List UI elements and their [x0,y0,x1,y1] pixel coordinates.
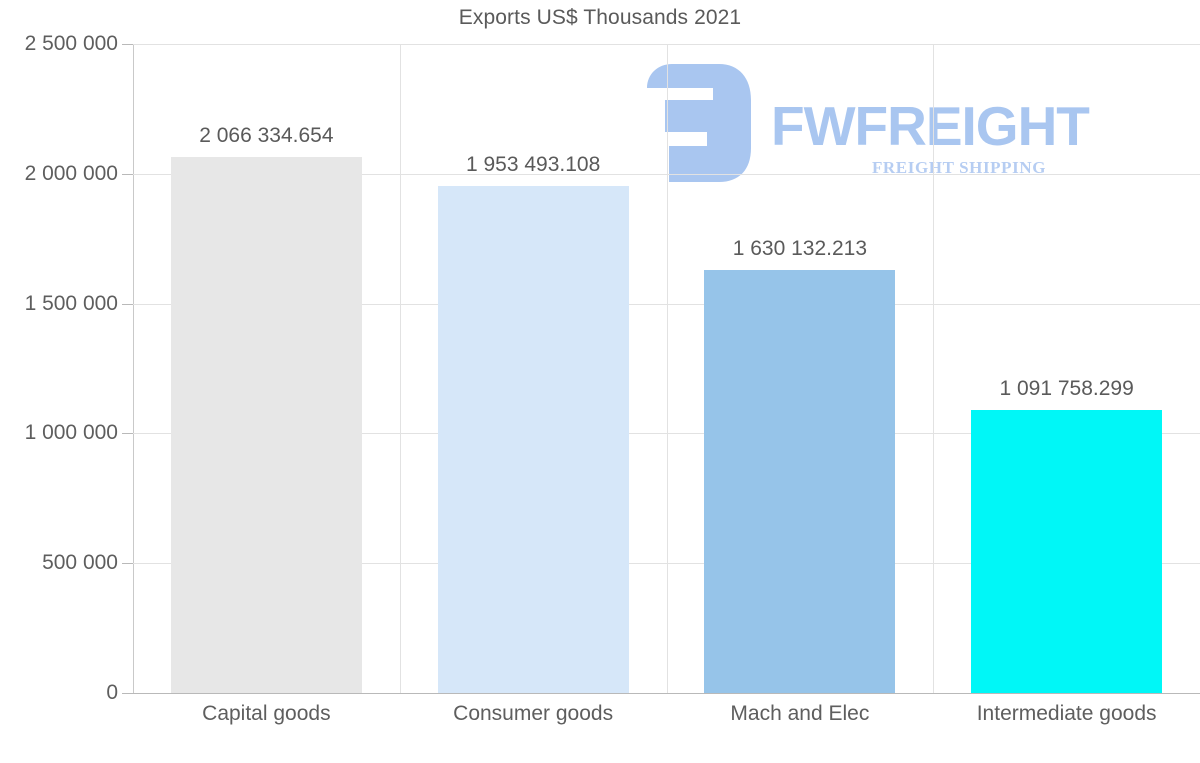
gridline-horizontal [133,433,1200,435]
y-axis-tick [122,44,133,45]
y-axis-tick [122,563,133,565]
y-axis-tick [122,173,133,175]
gridline-vertical [667,44,668,693]
bar[interactable] [170,156,362,693]
bar[interactable] [971,409,1163,693]
bar-value-label: 1 091 758.299 [999,376,1134,400]
gridline-horizontal [133,44,1200,45]
plot-area [133,44,1200,693]
y-axis-tick-label: 1 500 000 [24,291,118,315]
gridline-horizontal [133,173,1200,175]
bar[interactable] [704,269,896,693]
y-axis-line [133,44,134,694]
y-axis-tick-label: 2 500 000 [24,32,118,55]
bar-value-label: 2 066 334.654 [199,123,334,147]
y-axis-tick-label: 2 000 000 [24,161,118,185]
gridline-vertical [933,44,934,693]
bar-value-label: 1 953 493.108 [465,152,601,176]
y-axis-tick-label: 0 [106,681,118,704]
gridline-horizontal [133,303,1200,305]
y-axis-tick [122,693,133,694]
bar-value-label: 1 630 132.213 [732,236,868,260]
x-axis-category-label: Mach and Elec [730,702,870,725]
bar[interactable] [437,185,629,693]
x-axis-category-label: Consumer goods [453,702,614,725]
y-axis-tick-label: 500 000 [42,551,118,575]
y-axis-tick [122,303,133,305]
gridline-horizontal [133,563,1200,565]
y-axis-tick [122,433,133,435]
gridline-vertical [400,44,401,693]
x-axis-category-label: Capital goods [202,702,331,725]
y-axis-tick-label: 1 000 000 [24,421,118,445]
x-axis-line [122,693,1200,694]
chart-title: Exports US$ Thousands 2021 [458,6,742,29]
x-axis-category-label: Intermediate goods [976,702,1157,725]
